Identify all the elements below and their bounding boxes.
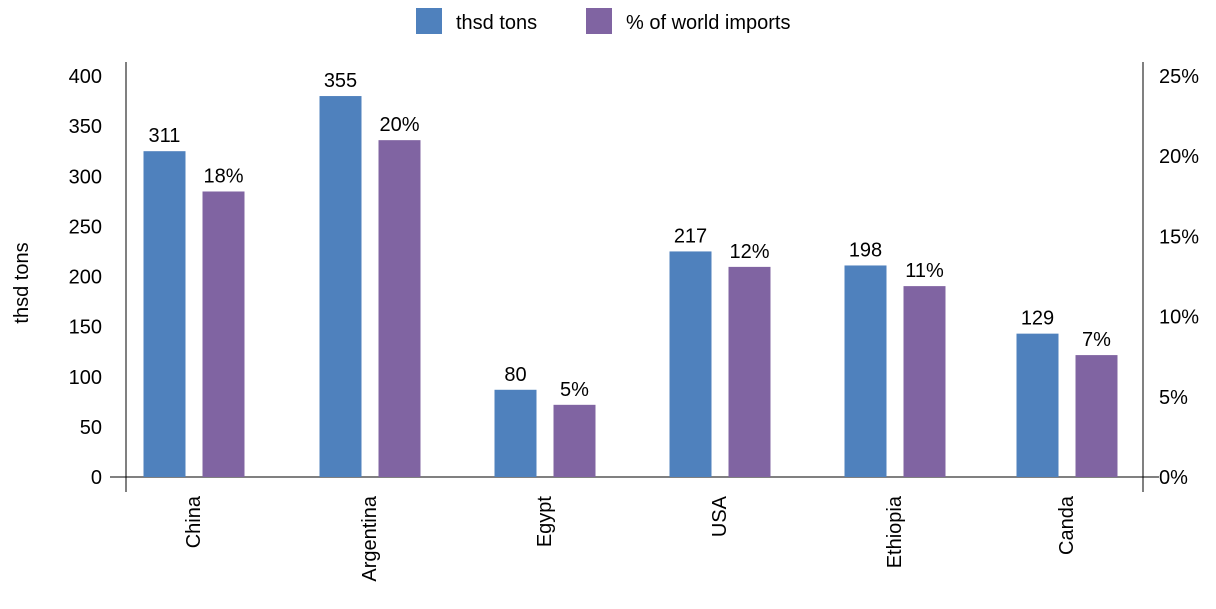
data-label-pct-world-imports: 12% <box>729 241 769 263</box>
data-label-pct-world-imports: 5% <box>560 379 589 401</box>
x-category-label: Egypt <box>534 496 556 548</box>
y-tick-label: 200 <box>69 267 102 289</box>
legend-label: % of world imports <box>626 12 791 34</box>
bar-thsd-tons <box>1016 333 1059 477</box>
data-label-thsd-tons: 80 <box>504 364 526 386</box>
y2-tick-label: 0% <box>1159 467 1188 489</box>
x-category-label: Canda <box>1056 495 1078 555</box>
bar-pct-world-imports <box>903 286 946 477</box>
bar-thsd-tons <box>669 251 712 477</box>
bar-thsd-tons <box>844 265 887 477</box>
data-label-thsd-tons: 311 <box>149 125 181 147</box>
legend-swatch <box>586 8 612 34</box>
y-tick-label: 350 <box>69 116 102 138</box>
bar-pct-world-imports <box>378 140 421 477</box>
bar-pct-world-imports <box>728 266 771 477</box>
y-tick-label: 50 <box>80 417 102 439</box>
bars-group <box>143 96 1118 478</box>
data-label-thsd-tons: 129 <box>1021 308 1054 330</box>
data-label-pct-world-imports: 7% <box>1082 329 1111 351</box>
y-tick-label: 150 <box>69 317 102 339</box>
data-label-pct-world-imports: 11% <box>905 260 944 282</box>
data-label-thsd-tons: 217 <box>674 225 707 247</box>
y-tick-label: 100 <box>69 367 102 389</box>
legend-label: thsd tons <box>456 12 537 34</box>
y2-tick-label: 25% <box>1159 66 1199 88</box>
data-label-pct-world-imports: 20% <box>379 114 419 136</box>
y2-tick-label: 5% <box>1159 387 1188 409</box>
y-tick-label: 400 <box>69 66 102 88</box>
legend: thsd tons % of world imports <box>416 8 791 34</box>
data-labels-group: 311 18% 355 20% 80 5% 217 12% 198 11% 129 7% <box>149 70 1112 401</box>
bar-thsd-tons <box>143 151 186 477</box>
y-tick-label: 300 <box>69 166 102 188</box>
x-category-label: Ethiopia <box>884 495 906 568</box>
y2-tick-label: 10% <box>1159 307 1199 329</box>
y2-tick-label: 15% <box>1159 226 1199 248</box>
bar-thsd-tons <box>319 96 362 478</box>
y-axis-title: thsd tons <box>11 242 33 323</box>
bar-thsd-tons <box>494 389 537 477</box>
data-label-thsd-tons: 355 <box>324 70 357 92</box>
x-category-label: USA <box>709 495 731 537</box>
bar-pct-world-imports <box>553 404 596 477</box>
legend-swatch <box>416 8 442 34</box>
axes-group: 0 50 100 150 200 250 300 350 400 0% 5% 10% 15% 20% 25%… <box>11 62 1199 582</box>
bar-pct-world-imports <box>202 191 245 477</box>
y-tick-label: 0 <box>91 467 102 489</box>
y-tick-label: 250 <box>69 216 102 238</box>
data-label-pct-world-imports: 18% <box>203 165 243 187</box>
bar-pct-world-imports <box>1075 355 1118 477</box>
x-category-label: Argentina <box>359 495 381 581</box>
y2-tick-label: 20% <box>1159 146 1199 168</box>
x-category-label: China <box>183 495 205 548</box>
data-label-thsd-tons: 198 <box>849 239 882 261</box>
